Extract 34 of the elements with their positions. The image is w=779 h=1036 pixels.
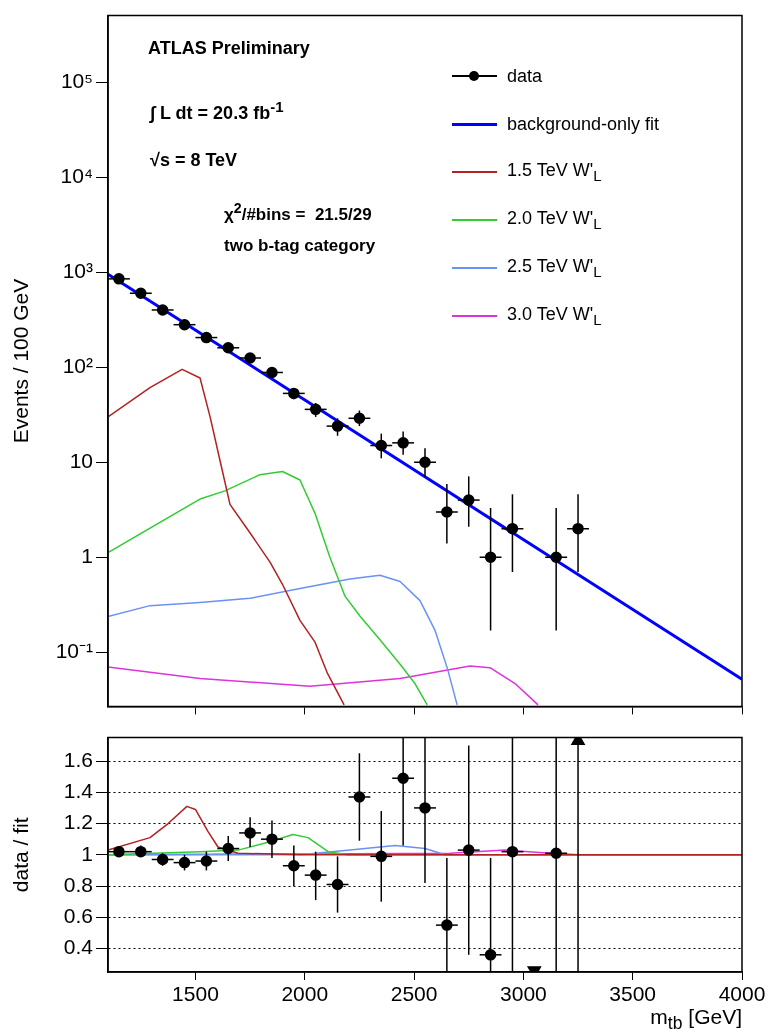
x-axis-title: m$_{tb}$ [GeV] — [650, 1004, 742, 1034]
legend-label: data — [507, 65, 543, 87]
y-tick-label: 10⁵ — [60, 68, 93, 92]
legend-label: 3.0 TeV W'$_{L}$ — [507, 304, 602, 328]
y-tick-label: 10³ — [62, 258, 93, 282]
y-tick-label: 1 — [81, 841, 93, 865]
annotation: two b-tag category — [224, 236, 376, 256]
y-tick-label: 10⁴ — [60, 163, 93, 187]
y-tick-label: 0.8 — [63, 872, 93, 896]
y-tick-label: 10² — [62, 353, 93, 377]
legend-label: 2.0 TeV W'$_{L}$ — [507, 208, 602, 232]
legend-label: 2.5 TeV W'$_{L}$ — [507, 256, 602, 280]
y-axis-title: data / fit — [9, 817, 33, 893]
legend-label: 1.5 TeV W'$_{L}$ — [507, 160, 602, 184]
y-tick-label: 1 — [81, 544, 93, 568]
y-tick-label: 1.6 — [63, 747, 93, 771]
x-tick-label: 2000 — [281, 982, 329, 1006]
annotation: χ$^{2}$/#bins = 21.5/29 — [224, 200, 372, 225]
y-tick-label: 10 — [69, 449, 93, 473]
y-tick-label: 10⁻¹ — [55, 639, 93, 663]
x-tick-label: 4000 — [718, 982, 766, 1006]
x-tick-label: 3500 — [609, 982, 657, 1006]
annotation: ∫ L dt = 20.3 fb$^{-1}$ — [150, 98, 284, 124]
y-tick-label: 0.6 — [63, 904, 93, 928]
y-tick-label: 1.2 — [63, 810, 93, 834]
annotation: √s = 8 TeV — [150, 150, 238, 171]
y-tick-label: 1.4 — [63, 779, 94, 803]
x-tick-label: 1500 — [172, 982, 219, 1006]
y-axis-title: Events / 100 GeV — [9, 278, 33, 444]
x-tick-label: 2500 — [390, 982, 438, 1006]
y-tick-label: 0.4 — [63, 935, 94, 959]
annotation: ATLAS Preliminary — [148, 38, 310, 59]
x-tick-label: 3000 — [500, 982, 547, 1006]
legend-label: background-only fit — [507, 113, 660, 135]
